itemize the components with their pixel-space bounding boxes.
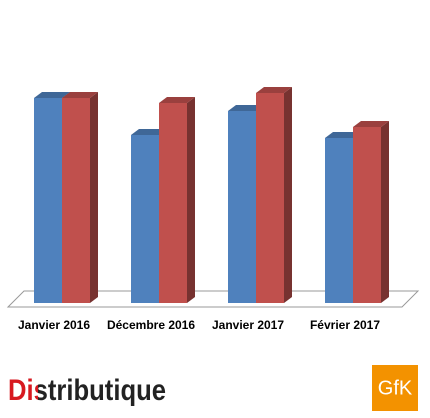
bar xyxy=(228,111,256,303)
bar-top xyxy=(228,105,264,111)
bar-top xyxy=(131,129,167,135)
logo-distributique: Distributique xyxy=(8,374,166,407)
floor xyxy=(6,290,420,308)
bar xyxy=(325,138,353,303)
bar-top xyxy=(159,97,195,103)
bar xyxy=(256,93,284,303)
bar-top xyxy=(256,87,292,93)
bar-side xyxy=(284,87,292,303)
bar-top xyxy=(62,92,98,98)
bar-side xyxy=(381,121,389,303)
bar-side xyxy=(187,97,195,303)
bar-top xyxy=(325,132,361,138)
logo-box xyxy=(372,365,418,411)
bar-top xyxy=(353,121,389,127)
logo-gfk: GfK xyxy=(378,377,413,399)
bar xyxy=(34,98,62,303)
bars xyxy=(34,87,389,303)
bar-side xyxy=(90,92,98,303)
x-tick-label: Janvier 2016 xyxy=(18,318,90,332)
x-tick-label: Décembre 2016 xyxy=(107,318,195,332)
bar-top xyxy=(34,92,70,98)
x-tick-label: Février 2017 xyxy=(310,318,380,332)
bar xyxy=(131,135,159,303)
bar xyxy=(353,127,381,303)
bar xyxy=(159,103,187,303)
x-tick-label: Janvier 2017 xyxy=(212,318,284,332)
bar xyxy=(62,98,90,303)
